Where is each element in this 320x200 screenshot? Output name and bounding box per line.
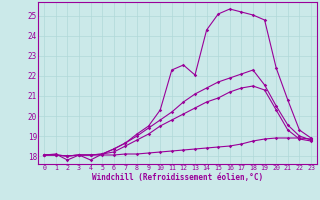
X-axis label: Windchill (Refroidissement éolien,°C): Windchill (Refroidissement éolien,°C) [92,173,263,182]
